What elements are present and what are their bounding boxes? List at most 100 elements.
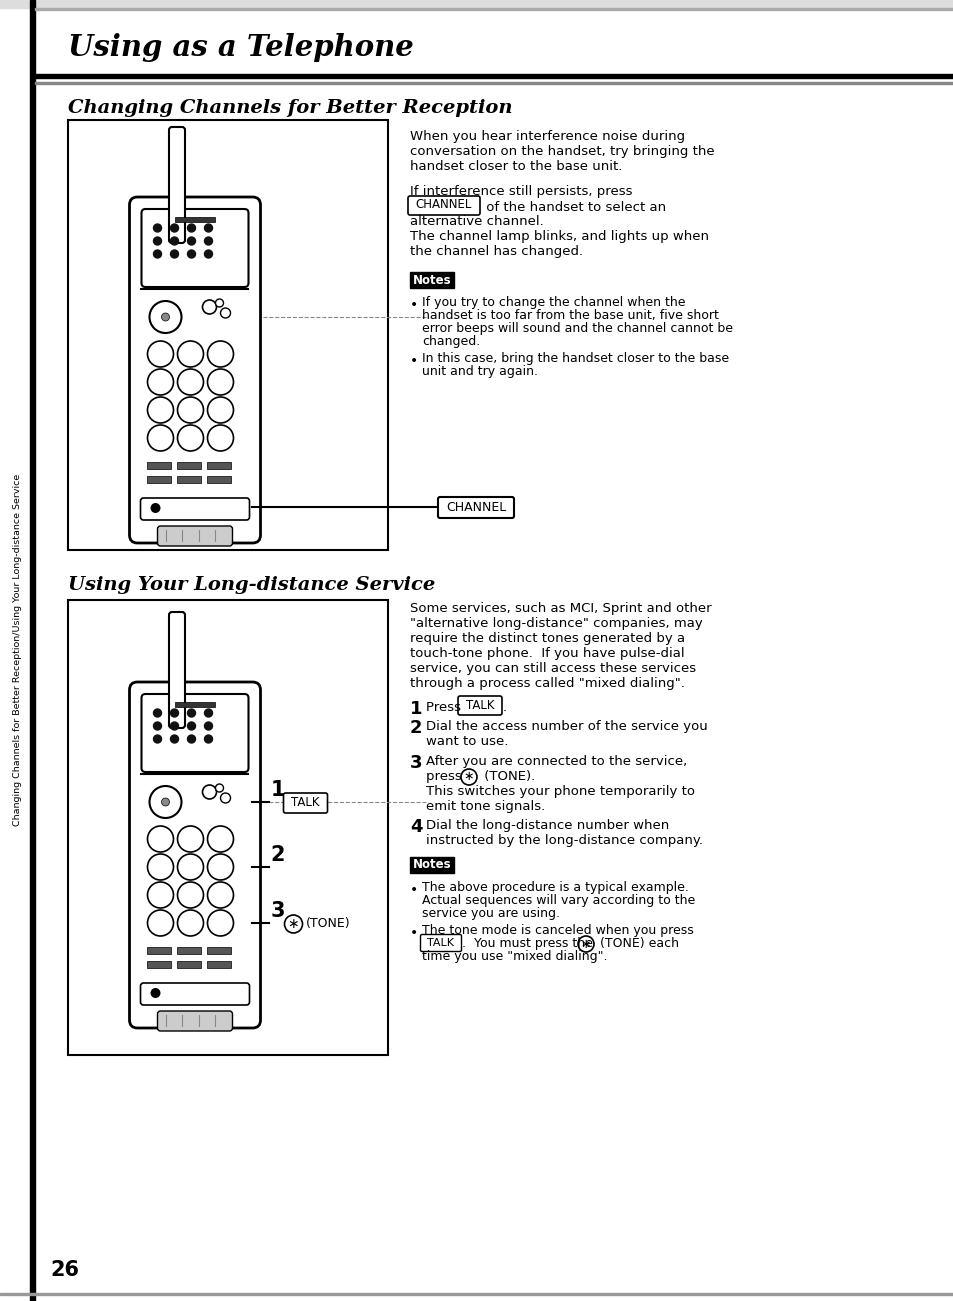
Circle shape — [177, 425, 203, 451]
FancyBboxPatch shape — [283, 794, 327, 813]
Bar — [175, 703, 214, 706]
Text: changed.: changed. — [421, 334, 479, 347]
Circle shape — [177, 369, 203, 396]
Circle shape — [188, 237, 195, 245]
Circle shape — [188, 709, 195, 717]
Circle shape — [171, 237, 178, 245]
Circle shape — [150, 786, 181, 818]
FancyBboxPatch shape — [169, 611, 185, 729]
Bar — [410, 857, 454, 873]
Text: Using Your Long-distance Service: Using Your Long-distance Service — [68, 576, 435, 595]
Bar — [177, 947, 201, 954]
Circle shape — [148, 341, 173, 367]
Text: •: • — [410, 354, 417, 368]
Circle shape — [177, 882, 203, 908]
Text: If interference still persists, press: If interference still persists, press — [410, 185, 632, 198]
Bar — [177, 476, 201, 483]
Circle shape — [188, 722, 195, 730]
Circle shape — [188, 224, 195, 232]
Text: ∗: ∗ — [580, 938, 591, 951]
Circle shape — [150, 301, 181, 333]
Bar — [208, 476, 232, 483]
Bar — [208, 462, 232, 468]
Circle shape — [151, 503, 160, 513]
Circle shape — [204, 722, 213, 730]
Text: 2: 2 — [410, 719, 422, 736]
Circle shape — [153, 224, 161, 232]
Text: Press: Press — [426, 701, 465, 714]
Text: "alternative long-distance" companies, may: "alternative long-distance" companies, m… — [410, 617, 702, 630]
Bar — [35, 82, 953, 85]
Bar — [35, 74, 953, 78]
Bar — [410, 272, 454, 288]
Bar — [148, 947, 172, 954]
Text: (TONE) each: (TONE) each — [596, 937, 679, 950]
Circle shape — [171, 709, 178, 717]
Text: handset is too far from the base unit, five short: handset is too far from the base unit, f… — [421, 310, 719, 323]
Text: through a process called "mixed dialing".: through a process called "mixed dialing"… — [410, 677, 684, 690]
Text: press: press — [426, 770, 465, 783]
Circle shape — [215, 299, 223, 307]
Circle shape — [148, 369, 173, 396]
Text: 3: 3 — [271, 902, 285, 921]
Bar — [68, 120, 388, 550]
Circle shape — [177, 341, 203, 367]
Text: TALK: TALK — [465, 699, 494, 712]
Circle shape — [202, 785, 216, 799]
Circle shape — [208, 397, 233, 423]
FancyBboxPatch shape — [141, 209, 248, 288]
Text: This switches your phone temporarily to: This switches your phone temporarily to — [426, 785, 695, 798]
Circle shape — [220, 308, 231, 317]
Bar — [177, 462, 201, 468]
Text: Actual sequences will vary according to the: Actual sequences will vary according to … — [421, 894, 695, 907]
Text: Using as a Telephone: Using as a Telephone — [68, 34, 414, 62]
Circle shape — [171, 735, 178, 743]
Circle shape — [148, 882, 173, 908]
Circle shape — [204, 250, 213, 258]
FancyBboxPatch shape — [437, 497, 514, 518]
Text: 3: 3 — [410, 755, 422, 771]
Text: conversation on the handset, try bringing the: conversation on the handset, try bringin… — [410, 144, 714, 157]
Text: CHANNEL: CHANNEL — [416, 199, 472, 212]
Circle shape — [161, 798, 170, 807]
Text: (TONE): (TONE) — [305, 917, 350, 930]
Text: 4: 4 — [410, 818, 422, 837]
Text: instructed by the long-distance company.: instructed by the long-distance company. — [426, 834, 702, 847]
Circle shape — [148, 826, 173, 852]
Circle shape — [171, 722, 178, 730]
Circle shape — [153, 237, 161, 245]
Circle shape — [151, 987, 160, 998]
Circle shape — [220, 794, 231, 803]
Bar — [148, 961, 172, 968]
Text: 2: 2 — [271, 846, 285, 865]
Text: the channel has changed.: the channel has changed. — [410, 245, 582, 258]
Circle shape — [215, 785, 223, 792]
Circle shape — [153, 250, 161, 258]
FancyBboxPatch shape — [457, 696, 501, 716]
Text: require the distinct tones generated by a: require the distinct tones generated by … — [410, 632, 684, 645]
Circle shape — [148, 425, 173, 451]
Text: TALK: TALK — [427, 938, 454, 948]
Text: CHANNEL: CHANNEL — [445, 501, 506, 514]
Text: of the handset to select an: of the handset to select an — [481, 200, 665, 213]
Circle shape — [177, 397, 203, 423]
Text: alternative channel.: alternative channel. — [410, 215, 543, 228]
Text: 1: 1 — [410, 700, 422, 718]
Circle shape — [171, 224, 178, 232]
Circle shape — [208, 882, 233, 908]
Circle shape — [204, 224, 213, 232]
Circle shape — [161, 314, 170, 321]
Circle shape — [208, 341, 233, 367]
Text: unit and try again.: unit and try again. — [421, 366, 537, 379]
Text: time you use "mixed dialing".: time you use "mixed dialing". — [421, 950, 607, 963]
Circle shape — [208, 853, 233, 879]
Circle shape — [578, 935, 594, 952]
Bar — [208, 961, 232, 968]
Circle shape — [208, 369, 233, 396]
Text: •: • — [410, 926, 417, 941]
FancyBboxPatch shape — [140, 984, 250, 1004]
Circle shape — [153, 722, 161, 730]
FancyBboxPatch shape — [140, 498, 250, 520]
Text: The channel lamp blinks, and lights up when: The channel lamp blinks, and lights up w… — [410, 230, 708, 243]
Text: When you hear interference noise during: When you hear interference noise during — [410, 130, 684, 143]
